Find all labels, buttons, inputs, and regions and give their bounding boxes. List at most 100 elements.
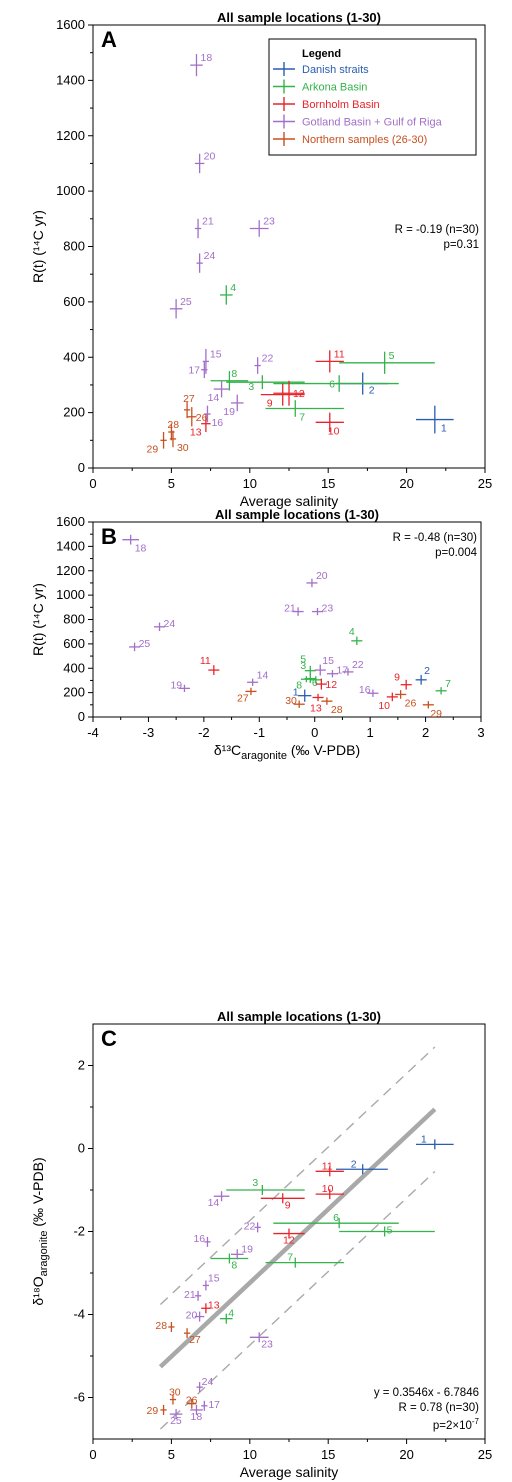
point-label: 22 <box>352 659 364 671</box>
point-label: 28 <box>155 1320 167 1332</box>
y-tick-label: 800 <box>63 612 85 627</box>
data-point: 17 <box>201 1399 220 1411</box>
data-point: 12 <box>273 1228 305 1247</box>
point-label: 1 <box>441 423 447 435</box>
point-label: 19 <box>223 406 235 418</box>
point-label: 1 <box>421 1133 427 1145</box>
data-point: 4 <box>220 282 236 305</box>
data-point: 23 <box>311 603 333 616</box>
panel-C: All sample locations (1-30)C0 5 10 15 20 25-6… <box>30 1009 492 1480</box>
y-tick-label: -6 <box>73 1390 85 1405</box>
data-point: 24 <box>196 1376 214 1393</box>
point-label: 20 <box>204 150 216 162</box>
point-label: 14 <box>208 1197 220 1209</box>
point-label: 25 <box>139 638 151 650</box>
data-point: 19 <box>230 1243 253 1260</box>
data-point: 2 <box>336 1158 388 1175</box>
data-point: 25 <box>169 1409 183 1427</box>
data-point: 28 <box>155 1320 175 1332</box>
point-label: 4 <box>228 1308 234 1320</box>
legend-label: Bornholm Basin <box>302 99 380 111</box>
y-tick-label: 1000 <box>56 587 85 602</box>
data-point: 22 <box>244 1220 261 1233</box>
data-point: 11 <box>200 655 220 675</box>
x-tick-label: 20 <box>399 476 413 491</box>
point-label: 9 <box>394 672 400 684</box>
data-point: 5 <box>339 350 435 374</box>
data-point: 16 <box>359 684 379 697</box>
data-point: 1 <box>293 687 312 702</box>
y-axis-label-main: R(t) (¹⁴C yr) <box>30 210 46 283</box>
point-label: 6 <box>329 379 335 391</box>
data-point: 14 <box>208 1191 230 1209</box>
data-point: 5 <box>339 1225 435 1237</box>
data-point: 15 <box>314 655 334 676</box>
panel-letter: B <box>101 524 117 549</box>
point-label: 3 <box>248 381 254 393</box>
point-label: 24 <box>202 1376 214 1388</box>
point-label: 26 <box>186 1395 198 1407</box>
data-point: 26 <box>186 1395 198 1409</box>
point-label: 20 <box>316 570 328 582</box>
legend-label: Northern samples (26-30) <box>302 134 427 146</box>
data-point: 27 <box>183 1328 201 1346</box>
p-value-base: p=2×10 <box>433 1420 472 1432</box>
data-point: 24 <box>196 250 215 273</box>
data-point: 18 <box>122 534 147 555</box>
y-tick-label: 1400 <box>56 72 85 87</box>
data-point: 26 <box>187 407 208 427</box>
x-tick-label: 20 <box>399 1447 413 1462</box>
data-point: 7 <box>265 1252 344 1268</box>
y-axis-label-sub: aragonite <box>38 1230 50 1276</box>
data-point: 19 <box>170 679 190 693</box>
point-label: 7 <box>445 678 451 690</box>
data-point: 5 <box>300 654 316 676</box>
y-axis-label-suffix: (‰ V-PDB) <box>30 1157 46 1230</box>
data-point: 4 <box>220 1308 234 1324</box>
y-tick-label: 1600 <box>56 17 85 32</box>
y-tick-label: 400 <box>63 349 85 364</box>
y-tick-label: 600 <box>63 636 85 651</box>
point-label: 4 <box>230 282 236 294</box>
y-tick-label: 800 <box>63 239 85 254</box>
y-axis-label: R(t) (¹⁴C yr) <box>30 210 46 283</box>
point-label: 18 <box>200 52 212 64</box>
data-point: 9 <box>260 1193 305 1211</box>
data-point: 21 <box>194 216 214 239</box>
data-point: 16 <box>204 405 223 429</box>
point-label: 8 <box>296 680 302 692</box>
y-tick-label: -4 <box>73 1307 85 1322</box>
data-point: 21 <box>184 1289 202 1301</box>
confidence-line-lower <box>159 1170 436 1430</box>
point-label: 22 <box>262 353 274 365</box>
data-point: 22 <box>254 353 274 374</box>
x-axis-label-main: Average salinity <box>240 493 339 509</box>
point-label: 29 <box>147 443 159 455</box>
point-label: 4 <box>349 626 355 638</box>
x-tick-label: 3 <box>477 725 484 740</box>
data-point: 29 <box>147 432 167 455</box>
point-label: 10 <box>328 425 340 437</box>
panel-letter: A <box>101 27 117 52</box>
point-label: 5 <box>389 350 395 362</box>
y-tick-label: 0 <box>78 1141 85 1156</box>
data-point: 30 <box>169 1387 181 1405</box>
point-label: 28 <box>331 704 343 716</box>
point-label: 19 <box>170 679 182 691</box>
point-label: 17 <box>188 365 200 377</box>
point-label: 20 <box>186 1310 198 1322</box>
data-point: 18 <box>190 1404 203 1423</box>
x-tick-label: 0 <box>89 476 96 491</box>
confidence-line-upper <box>159 1046 436 1306</box>
data-point: 1 <box>416 405 454 435</box>
point-label: 26 <box>405 697 417 709</box>
x-tick-label: 10 <box>243 1447 257 1462</box>
x-axis-label-main: Average salinity <box>240 1464 339 1480</box>
data-point: 28 <box>321 697 343 716</box>
point-label: 9 <box>285 1199 291 1211</box>
y-tick-label: 2 <box>78 1058 85 1073</box>
x-tick-label: 10 <box>243 476 257 491</box>
data-point: 13 <box>190 415 211 439</box>
point-label: 11 <box>334 348 345 360</box>
